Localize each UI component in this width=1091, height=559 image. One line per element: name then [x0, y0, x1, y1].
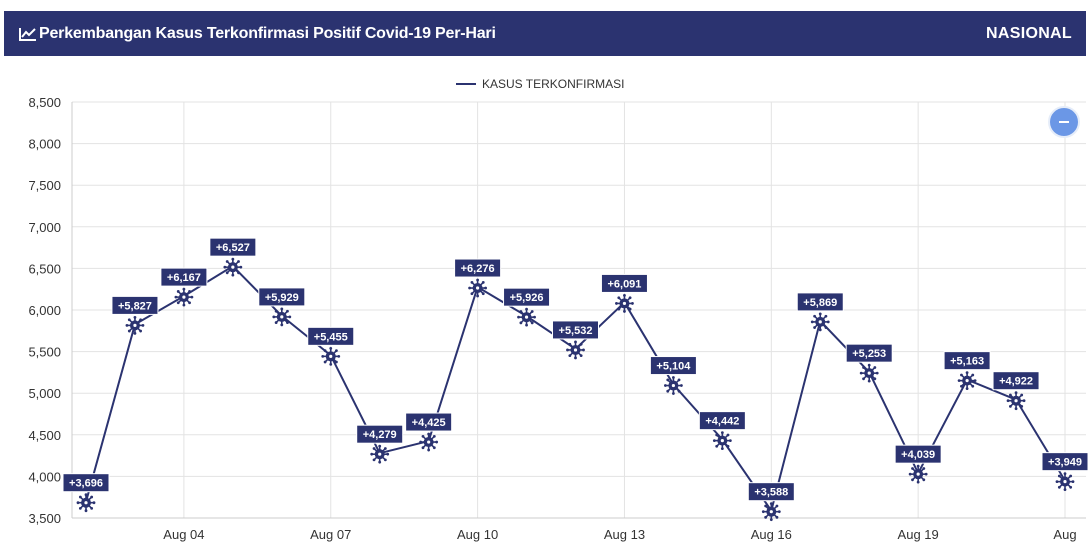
data-label-box [943, 351, 991, 371]
data-label-box [845, 343, 893, 363]
data-label: +3,696 [69, 478, 103, 490]
data-label-box [992, 371, 1040, 391]
data-label-box [747, 482, 795, 502]
y-tick-label: 6,000 [28, 303, 61, 318]
data-point-virus-icon [664, 376, 683, 395]
data-label-box [258, 287, 306, 307]
x-tick-label: Aug 19 [898, 527, 939, 542]
y-tick-label: 7,000 [28, 220, 61, 235]
chart-title: Perkembangan Kasus Terkonfirmasi Positif… [39, 24, 496, 42]
x-tick-label: Aug [1053, 527, 1076, 542]
x-tick-label: Aug 07 [310, 527, 351, 542]
data-point-virus-icon [859, 363, 879, 383]
x-tick-label: Aug 04 [163, 527, 204, 542]
data-point-virus-icon [957, 371, 977, 391]
data-point-virus-icon [712, 431, 732, 451]
data-label-box [503, 287, 551, 307]
data-label-box [160, 267, 208, 287]
data-label: +4,442 [705, 416, 739, 428]
data-label: +5,104 [656, 361, 691, 373]
x-tick-label: Aug 16 [751, 527, 792, 542]
chart-header: Perkembangan Kasus Terkonfirmasi Positif… [4, 11, 1086, 56]
data-label-box [111, 295, 159, 315]
data-label-box [356, 424, 404, 444]
y-tick-label: 4,000 [28, 469, 61, 484]
data-label: +5,869 [803, 297, 837, 309]
data-label-box [1041, 452, 1089, 472]
data-point-virus-icon [908, 464, 928, 484]
y-tick-label: 5,500 [28, 345, 61, 360]
data-label: +4,425 [412, 417, 446, 429]
data-label-box [552, 320, 599, 340]
data-label-box [307, 326, 355, 346]
data-label: +4,279 [363, 429, 397, 441]
data-label: +5,163 [950, 356, 984, 368]
data-label-box [62, 473, 110, 493]
data-label-box [454, 258, 502, 278]
data-label: +3,949 [1048, 457, 1082, 469]
x-tick-label: Aug 10 [457, 527, 498, 542]
data-point-virus-icon [419, 432, 439, 452]
data-point-virus-icon [272, 307, 292, 327]
data-label: +4,039 [901, 449, 935, 461]
data-point-virus-icon [321, 346, 341, 366]
data-label-box [649, 356, 697, 376]
y-tick-label: 8,000 [28, 137, 61, 152]
data-point-virus-icon [370, 444, 390, 464]
data-label: +3,588 [754, 487, 788, 499]
data-label: +5,929 [265, 292, 299, 304]
data-label: +6,527 [216, 242, 250, 254]
data-point-virus-icon [566, 340, 585, 360]
data-label: +6,276 [461, 263, 495, 275]
line-chart: 3,500 4,000 4,500 5,000 5,500 6,000 6,500 7,000… [28, 77, 1089, 542]
data-label-box [209, 237, 257, 257]
x-tick-label: Aug 13 [604, 527, 645, 542]
data-label-box [894, 444, 942, 464]
data-label: +5,926 [510, 292, 544, 304]
legend-label: KASUS TERKONFIRMASI [482, 77, 624, 91]
data-label: +4,922 [999, 376, 1033, 388]
data-label-box [600, 273, 648, 293]
data-label: +5,827 [118, 300, 152, 312]
data-label: +5,455 [314, 331, 348, 343]
y-tick-label: 3,500 [28, 511, 61, 526]
data-point-virus-icon [1055, 472, 1075, 492]
y-tick-label: 8,500 [28, 95, 61, 110]
data-point-virus-icon [125, 315, 145, 335]
data-label: +5,532 [559, 325, 593, 337]
data-point-virus-icon [76, 493, 96, 513]
data-label-box [405, 412, 453, 432]
data-label: +5,253 [852, 348, 886, 360]
data-point-virus-icon [761, 502, 781, 522]
header-left: Perkembangan Kasus Terkonfirmasi Positif… [18, 25, 496, 43]
data-point-virus-icon [174, 287, 194, 307]
data-label: +6,167 [167, 272, 201, 284]
y-tick-label: 6,500 [28, 261, 61, 276]
data-label-box [698, 411, 746, 431]
data-label: +6,091 [607, 278, 641, 290]
data-point-virus-icon [810, 312, 830, 332]
data-point-virus-icon [223, 257, 243, 277]
data-point-virus-icon [468, 278, 487, 298]
minus-icon [1059, 121, 1069, 123]
y-tick-label: 5,000 [28, 386, 61, 401]
line-chart-icon [19, 27, 36, 41]
zoom-out-button[interactable] [1048, 106, 1080, 138]
data-point-virus-icon [1006, 391, 1026, 411]
y-tick-label: 7,500 [28, 178, 61, 193]
data-label-box [796, 292, 844, 312]
data-point-virus-icon [517, 307, 536, 327]
region-label: NASIONAL [986, 24, 1072, 42]
y-tick-label: 4,500 [28, 428, 61, 443]
data-point-virus-icon [615, 294, 634, 313]
